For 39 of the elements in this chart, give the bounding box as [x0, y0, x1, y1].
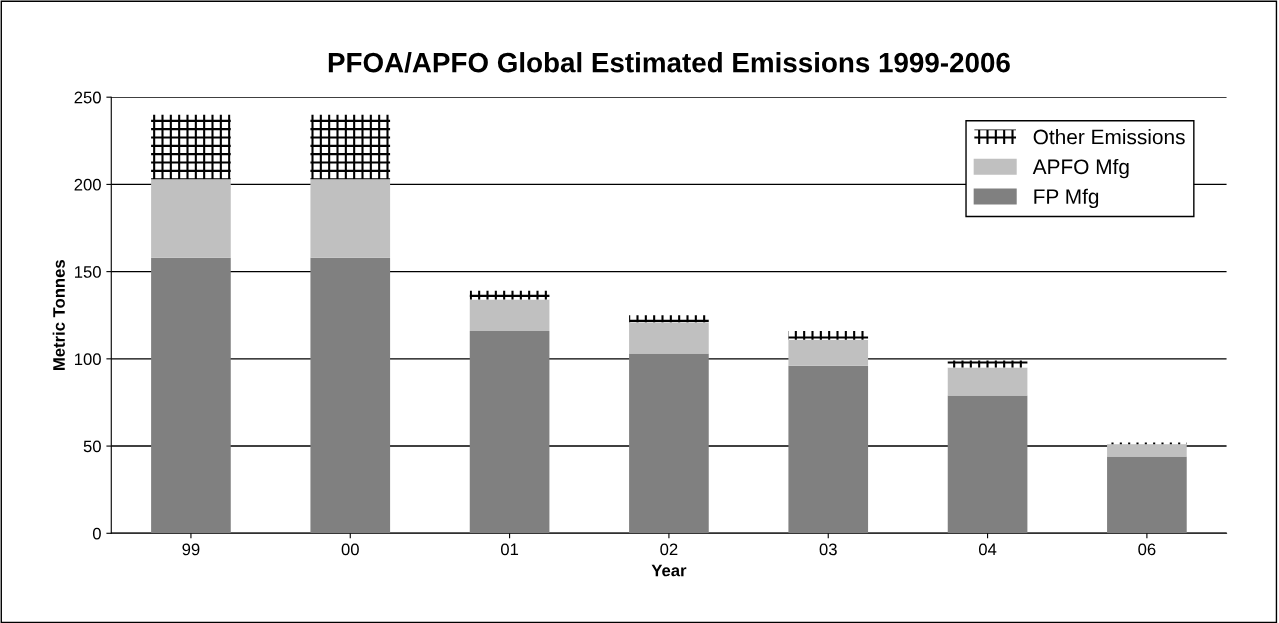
y-tick-label: 150 — [75, 266, 101, 278]
x-tick-label: 02 — [660, 543, 678, 556]
bar — [788, 330, 869, 340]
bar — [310, 114, 391, 180]
bar — [788, 365, 869, 534]
legend-label: Other Emissions — [1033, 129, 1185, 145]
bar — [947, 360, 1028, 368]
bar — [788, 339, 869, 366]
bar — [1107, 444, 1187, 457]
y-tick-label: 0 — [92, 527, 101, 540]
x-tick-label: 03 — [819, 543, 837, 556]
x-tick-label: 01 — [500, 543, 519, 556]
x-tick-label: 06 — [1138, 543, 1156, 556]
bar — [151, 257, 231, 534]
bar — [469, 330, 550, 534]
chart-title: PFOA/APFO Global Estimated Emissions 1999-2006 — [328, 52, 1010, 73]
bar — [1107, 456, 1187, 534]
bar — [310, 179, 391, 258]
y-tick-label: 250 — [74, 91, 101, 104]
legend-label: FP Mfg — [1034, 188, 1099, 209]
y-tick-label: 100 — [75, 353, 101, 366]
bar — [310, 257, 391, 534]
x-tick-label: 00 — [341, 543, 359, 556]
bar — [947, 395, 1028, 534]
y-tick-label: 200 — [74, 178, 101, 191]
bar — [947, 367, 1028, 396]
x-tick-label: 04 — [978, 543, 997, 556]
bar — [469, 290, 550, 300]
y-axis-title: Metric Tonnes — [52, 260, 65, 370]
bar — [151, 179, 231, 258]
bar — [629, 353, 709, 534]
legend-label: APFO Mfg — [1032, 158, 1129, 179]
bar — [469, 299, 550, 331]
bar — [629, 315, 709, 323]
bar — [151, 114, 231, 180]
x-axis-title: Year — [651, 564, 687, 577]
x-tick-label: 99 — [182, 543, 200, 556]
y-tick-label: 50 — [83, 440, 101, 453]
bar — [629, 322, 709, 354]
